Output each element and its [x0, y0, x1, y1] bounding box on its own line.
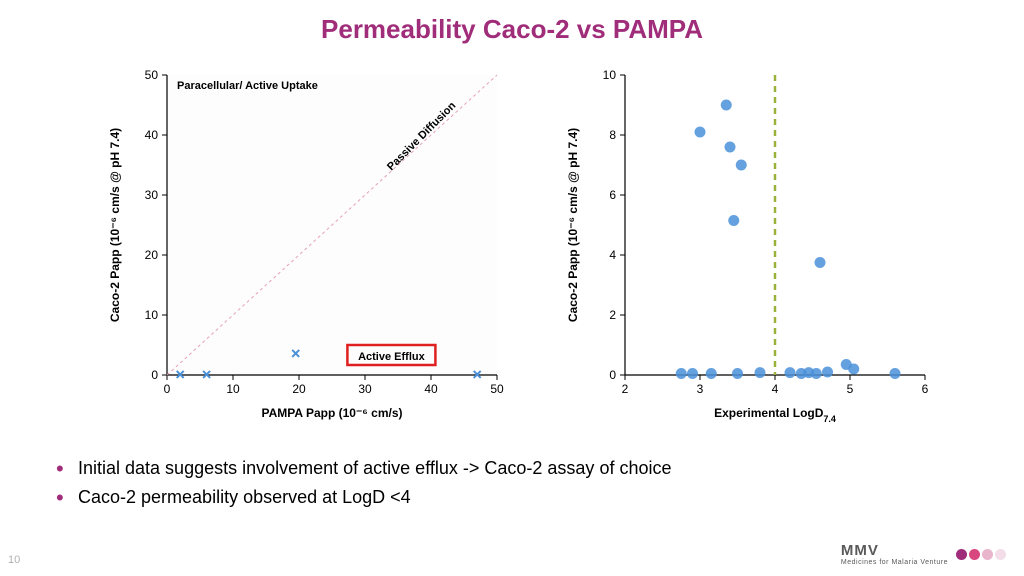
right-chart: 234560246810Experimental LogD7.4Caco-2 P… [547, 55, 937, 440]
bullet-list: Initial data suggests involvement of act… [56, 458, 1024, 508]
logo-dot-icon [995, 549, 1006, 560]
svg-text:4: 4 [609, 248, 616, 262]
svg-text:4: 4 [772, 382, 779, 396]
svg-text:2: 2 [622, 382, 629, 396]
svg-text:40: 40 [145, 128, 159, 142]
svg-text:30: 30 [358, 382, 372, 396]
svg-text:50: 50 [490, 382, 504, 396]
charts-row: 0102030405001020304050PAMPA Papp (10⁻⁶ c… [0, 55, 1024, 440]
svg-text:Caco-2 Papp (10⁻⁶ cm/s @ pH 7.: Caco-2 Papp (10⁻⁶ cm/s @ pH 7.4) [108, 128, 122, 322]
svg-text:0: 0 [609, 368, 616, 382]
logo-text: MMV [841, 542, 948, 559]
svg-text:30: 30 [145, 188, 159, 202]
logo-dot-icon [969, 549, 980, 560]
svg-text:6: 6 [922, 382, 929, 396]
svg-text:Caco-2 Papp (10⁻⁶ cm/s @ pH 7.: Caco-2 Papp (10⁻⁶ cm/s @ pH 7.4) [566, 128, 580, 322]
svg-text:2: 2 [609, 308, 616, 322]
logo-subtext: Medicines for Malaria Venture [841, 559, 948, 566]
page-number: 10 [8, 554, 20, 566]
logo-dot-icon [982, 549, 993, 560]
right-chart-svg: 234560246810Experimental LogD7.4Caco-2 P… [547, 55, 937, 435]
svg-text:20: 20 [145, 248, 159, 262]
svg-text:40: 40 [424, 382, 438, 396]
svg-text:Active Efflux: Active Efflux [358, 351, 426, 363]
logo-dots [956, 549, 1006, 560]
svg-text:0: 0 [164, 382, 171, 396]
svg-text:3: 3 [697, 382, 704, 396]
svg-text:Experimental LogD7.4: Experimental LogD7.4 [714, 406, 836, 424]
svg-text:20: 20 [292, 382, 306, 396]
svg-text:6: 6 [609, 188, 616, 202]
svg-text:8: 8 [609, 128, 616, 142]
svg-text:10: 10 [603, 68, 617, 82]
slide-title: Permeability Caco-2 vs PAMPA [0, 0, 1024, 45]
svg-text:10: 10 [145, 308, 159, 322]
bullet-item: Caco-2 permeability observed at LogD <4 [56, 487, 1024, 508]
left-chart: 0 10 20 30 40 50 0 10 20 30 40 50 PAMPA Papp (10⁻⁶ c… [87, 55, 507, 440]
svg-text:50: 50 [145, 68, 159, 82]
logo-dot-icon [956, 549, 967, 560]
svg-text:0: 0 [151, 368, 158, 382]
logo: MMV Medicines for Malaria Venture [841, 542, 1006, 566]
svg-text:Paracellular/ Active Uptake: Paracellular/ Active Uptake [177, 80, 318, 92]
left-chart-svg: 0 10 20 30 40 50 0 10 20 30 40 50 PAMPA Papp (10⁻⁶ c… [87, 55, 507, 435]
svg-text:5: 5 [847, 382, 854, 396]
svg-text:10: 10 [226, 382, 240, 396]
svg-text:PAMPA Papp (10⁻⁶ cm/s): PAMPA Papp (10⁻⁶ cm/s) [262, 406, 403, 420]
bullet-item: Initial data suggests involvement of act… [56, 458, 1024, 479]
